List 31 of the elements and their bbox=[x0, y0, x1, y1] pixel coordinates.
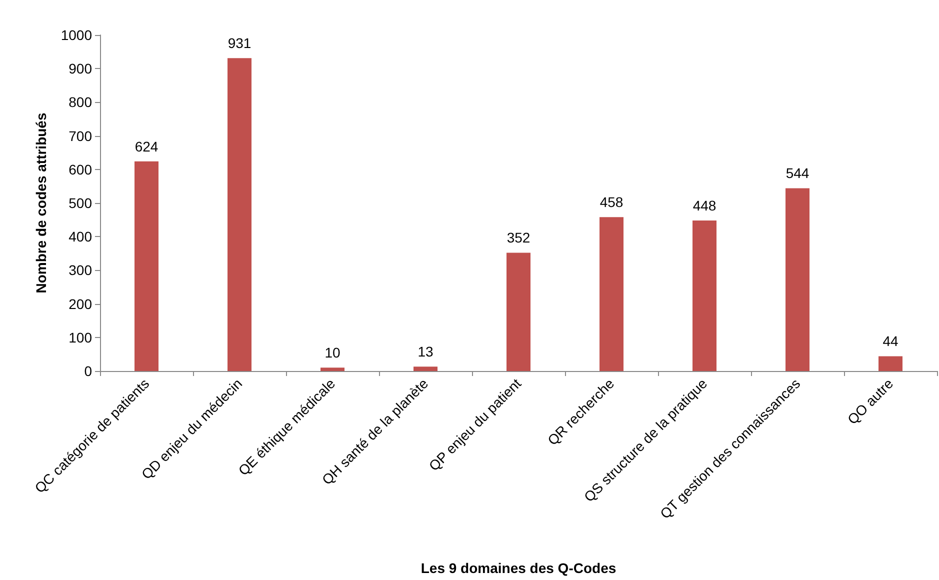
y-tick-label: 0 bbox=[84, 363, 92, 379]
bar bbox=[878, 356, 902, 371]
bar bbox=[228, 58, 252, 371]
y-tick-label: 200 bbox=[68, 296, 92, 312]
bar bbox=[786, 188, 810, 371]
y-tick-label: 800 bbox=[68, 94, 92, 110]
bar bbox=[506, 252, 530, 371]
data-label: 10 bbox=[324, 344, 340, 361]
bar bbox=[414, 366, 438, 371]
bar bbox=[600, 217, 624, 371]
y-tick-label: 1000 bbox=[60, 27, 92, 43]
data-label: 544 bbox=[786, 165, 810, 182]
data-label: 448 bbox=[692, 197, 716, 214]
y-tick-label: 900 bbox=[68, 60, 92, 77]
y-tick-label: 100 bbox=[68, 329, 92, 346]
bar bbox=[134, 161, 158, 371]
y-axis-title: Nombre de codes attribués bbox=[33, 112, 49, 294]
data-label: 352 bbox=[506, 230, 530, 246]
y-tick-label: 500 bbox=[68, 195, 92, 211]
data-label: 931 bbox=[228, 35, 252, 52]
data-label: 44 bbox=[882, 333, 898, 350]
bar bbox=[320, 368, 344, 371]
y-tick-label: 700 bbox=[68, 128, 92, 144]
bar bbox=[692, 220, 716, 371]
y-tick-label: 600 bbox=[68, 161, 92, 178]
x-axis-title: Les 9 domaines des Q-Codes bbox=[420, 560, 616, 576]
data-label: 624 bbox=[134, 138, 158, 154]
data-label: 458 bbox=[600, 194, 624, 210]
y-tick-label: 300 bbox=[68, 262, 92, 278]
data-label: 13 bbox=[418, 344, 434, 360]
y-tick-label: 400 bbox=[68, 228, 92, 245]
